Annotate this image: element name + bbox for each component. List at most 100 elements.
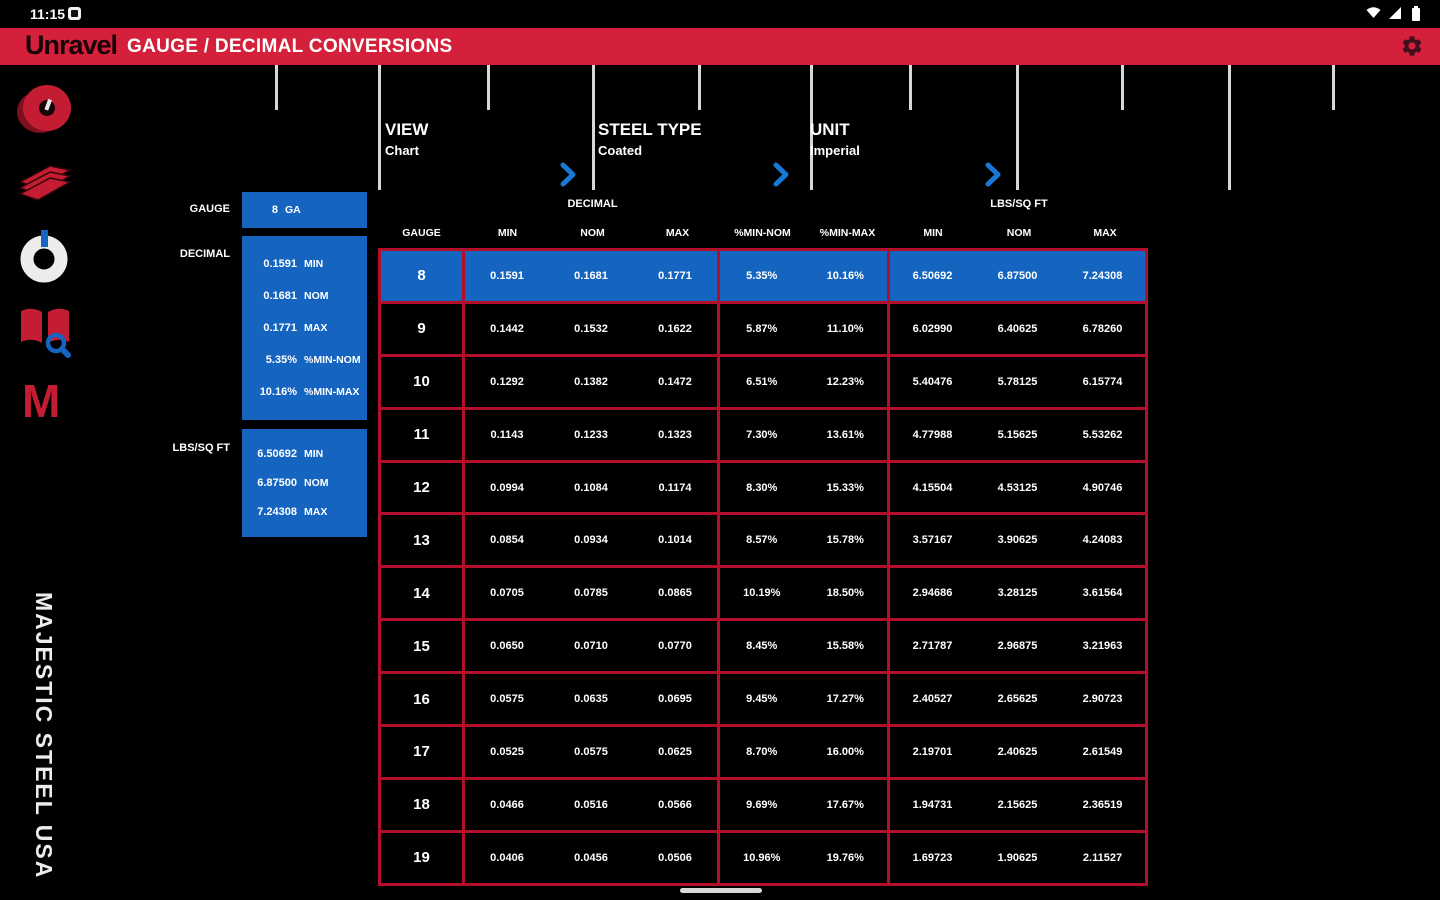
lbs-max-cell: 2.11527 xyxy=(1082,851,1123,864)
decimal-nom-cell: 0.1532 xyxy=(574,322,608,335)
lbs-max-cell: 6.78260 xyxy=(1082,322,1123,335)
lbs-max-cell: 3.61564 xyxy=(1082,587,1123,600)
decimal-min-cell: 0.0994 xyxy=(490,481,524,494)
lbs-min-cell: 4.77988 xyxy=(912,428,953,441)
percent-group: 8.57% 15.78% xyxy=(720,515,890,566)
panel-row: 7.24308 MAX xyxy=(242,506,367,518)
percent-group: 5.35% 10.16% xyxy=(720,251,890,301)
lbs-panel-label: LBS/SQ FT xyxy=(172,442,230,454)
pct-min-max-cell: 13.61% xyxy=(826,428,864,441)
decimal-group: 0.1442 0.1532 0.1622 xyxy=(465,303,720,354)
gauge-cell: 17 xyxy=(378,727,465,777)
percent-group: 9.45% 17.27% xyxy=(720,674,890,725)
pct-min-max-cell: 10.16% xyxy=(826,269,864,282)
gauge-cell: 16 xyxy=(378,674,465,725)
lbs-nom-cell: 4.53125 xyxy=(997,481,1038,494)
table-row[interactable]: 16 0.0575 0.0635 0.0695 9.45% 17.27% 2.4… xyxy=(378,674,1148,728)
percent-group: 9.69% 17.67% xyxy=(720,779,890,830)
decimal-group: 0.0525 0.0575 0.0625 xyxy=(465,727,720,777)
lbs-min-cell: 2.71787 xyxy=(912,640,953,653)
table-row[interactable]: 11 0.1143 0.1233 0.1323 7.30% 13.61% 4.7… xyxy=(378,409,1148,463)
next-chevron-icon[interactable] xyxy=(558,161,578,188)
gauge-ring-icon[interactable] xyxy=(16,228,72,286)
decimal-max-cell: 0.1174 xyxy=(658,481,692,494)
table-row[interactable]: 10 0.1292 0.1382 0.1472 6.51% 12.23% 5.4… xyxy=(378,356,1148,410)
decimal-group: 0.0406 0.0456 0.0506 xyxy=(465,832,720,883)
view-selector[interactable]: VIEW Chart xyxy=(385,120,428,158)
ruler-tick xyxy=(909,65,912,110)
nav-handle[interactable] xyxy=(680,888,762,893)
next-chevron-icon[interactable] xyxy=(983,161,1003,188)
next-chevron-icon[interactable] xyxy=(771,161,791,188)
decimal-max-cell: 0.1771 xyxy=(658,269,692,282)
decimal-max-cell: 0.1472 xyxy=(658,375,692,388)
table-row[interactable]: 14 0.0705 0.0785 0.0865 10.19% 18.50% 2.… xyxy=(378,568,1148,622)
lbs-nom-cell: 5.78125 xyxy=(997,375,1038,388)
lbs-max-cell: 4.90746 xyxy=(1082,481,1123,494)
majestic-m-icon[interactable]: M xyxy=(22,375,61,427)
table-header: DECIMAL LBS/SQ FT GAUGE MIN NOM MAX %MIN… xyxy=(378,190,1148,248)
table-row[interactable]: 12 0.0994 0.1084 0.1174 8.30% 15.33% 4.1… xyxy=(378,462,1148,516)
ruler-tick xyxy=(1121,65,1124,110)
table-row[interactable]: 13 0.0854 0.0934 0.1014 8.57% 15.78% 3.5… xyxy=(378,515,1148,569)
settings-gear-icon[interactable] xyxy=(1400,34,1424,58)
decimal-group: 0.0650 0.0710 0.0770 xyxy=(465,621,720,672)
col-header-lbs-max: MAX xyxy=(1093,227,1117,239)
steel-type-selector[interactable]: STEEL TYPE Coated xyxy=(598,120,702,158)
decimal-nom-cell: 0.1681 xyxy=(574,269,608,282)
pct-min-nom-cell: 9.45% xyxy=(746,693,778,706)
panel-stat-label: MAX xyxy=(304,322,328,334)
pct-min-max-cell: 15.78% xyxy=(826,534,864,547)
table-row[interactable]: 8 0.1591 0.1681 0.1771 5.35% 10.16% 6.50… xyxy=(378,251,1148,304)
coil-icon[interactable] xyxy=(16,82,74,136)
table-row[interactable]: 17 0.0525 0.0575 0.0625 8.70% 16.00% 2.1… xyxy=(378,727,1148,780)
panel-value: 8 xyxy=(271,204,278,216)
table-row[interactable]: 9 0.1442 0.1532 0.1622 5.87% 11.10% 6.02… xyxy=(378,303,1148,357)
panel-stat-label: %MIN-MAX xyxy=(304,386,360,398)
pct-min-max-cell: 15.58% xyxy=(826,640,864,653)
lbs-group: 2.71787 2.96875 3.21963 xyxy=(890,621,1148,672)
table-row[interactable]: 18 0.0466 0.0516 0.0566 9.69% 17.67% 1.9… xyxy=(378,779,1148,833)
panel-row: 8 GA xyxy=(242,204,367,216)
panel-unit: GA xyxy=(285,204,301,216)
gauge-selected-box[interactable]: 8 GA xyxy=(242,192,367,228)
decimal-group: 0.0466 0.0516 0.0566 xyxy=(465,779,720,830)
decimal-group: 0.0575 0.0635 0.0695 xyxy=(465,674,720,725)
lbs-max-cell: 2.90723 xyxy=(1082,693,1123,706)
pct-min-nom-cell: 5.35% xyxy=(746,269,778,282)
pct-min-max-cell: 17.27% xyxy=(826,693,864,706)
flat-sheets-icon[interactable] xyxy=(16,156,74,206)
group-header-lbs: LBS/SQ FT xyxy=(990,198,1048,210)
pct-min-nom-cell: 8.45% xyxy=(746,640,778,653)
percent-group: 7.30% 13.61% xyxy=(720,409,890,460)
lbs-max-cell: 4.24083 xyxy=(1082,534,1123,547)
lbs-min-cell: 6.50692 xyxy=(912,269,953,282)
lbs-max-cell: 2.61549 xyxy=(1082,745,1123,758)
table-row[interactable]: 15 0.0650 0.0710 0.0770 8.45% 15.58% 2.7… xyxy=(378,621,1148,675)
ruler-tick xyxy=(1332,65,1335,110)
view-selector-value: Chart xyxy=(385,143,419,158)
glossary-search-icon[interactable] xyxy=(16,303,74,359)
lbs-group: 1.69723 1.90625 2.11527 xyxy=(890,832,1148,883)
gauge-cell: 13 xyxy=(378,515,465,566)
pct-min-nom-cell: 8.70% xyxy=(746,745,778,758)
panel-stat-label: MAX xyxy=(304,506,328,518)
lbs-group: 5.40476 5.78125 6.15774 xyxy=(890,356,1148,407)
steel-type-selector-label: STEEL TYPE xyxy=(598,120,702,139)
col-header-min-nom: %MIN-NOM xyxy=(734,227,791,239)
gauge-cell: 9 xyxy=(378,303,465,354)
col-header-lbs-min: MIN xyxy=(923,227,943,239)
panel-row: 6.50692 MIN xyxy=(242,448,367,460)
decimal-group: 0.0994 0.1084 0.1174 xyxy=(465,462,720,513)
pct-min-max-cell: 18.50% xyxy=(826,587,864,600)
pct-min-nom-cell: 10.19% xyxy=(743,587,781,600)
lbs-group: 6.50692 6.87500 7.24308 xyxy=(890,251,1148,301)
steel-type-selector-value: Coated xyxy=(598,143,643,158)
decimal-max-cell: 0.0506 xyxy=(658,851,692,864)
lbs-nom-cell: 6.87500 xyxy=(997,269,1038,282)
table-row[interactable]: 19 0.0406 0.0456 0.0506 10.96% 19.76% 1.… xyxy=(378,832,1148,886)
unit-selector[interactable]: UNIT Imperial xyxy=(810,120,860,158)
gauge-cell: 12 xyxy=(378,462,465,513)
lbs-nom-cell: 2.15625 xyxy=(997,798,1038,811)
